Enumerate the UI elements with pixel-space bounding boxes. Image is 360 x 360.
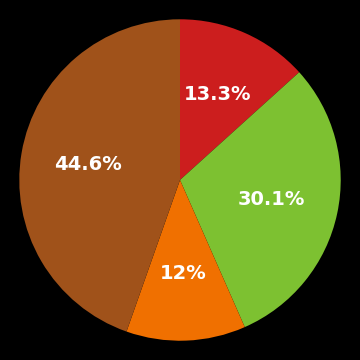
Wedge shape <box>180 19 299 180</box>
Wedge shape <box>19 19 180 332</box>
Wedge shape <box>126 180 245 341</box>
Text: 30.1%: 30.1% <box>238 190 305 209</box>
Wedge shape <box>180 72 341 327</box>
Text: 13.3%: 13.3% <box>184 85 252 104</box>
Text: 44.6%: 44.6% <box>54 155 122 174</box>
Text: 12%: 12% <box>160 264 207 283</box>
